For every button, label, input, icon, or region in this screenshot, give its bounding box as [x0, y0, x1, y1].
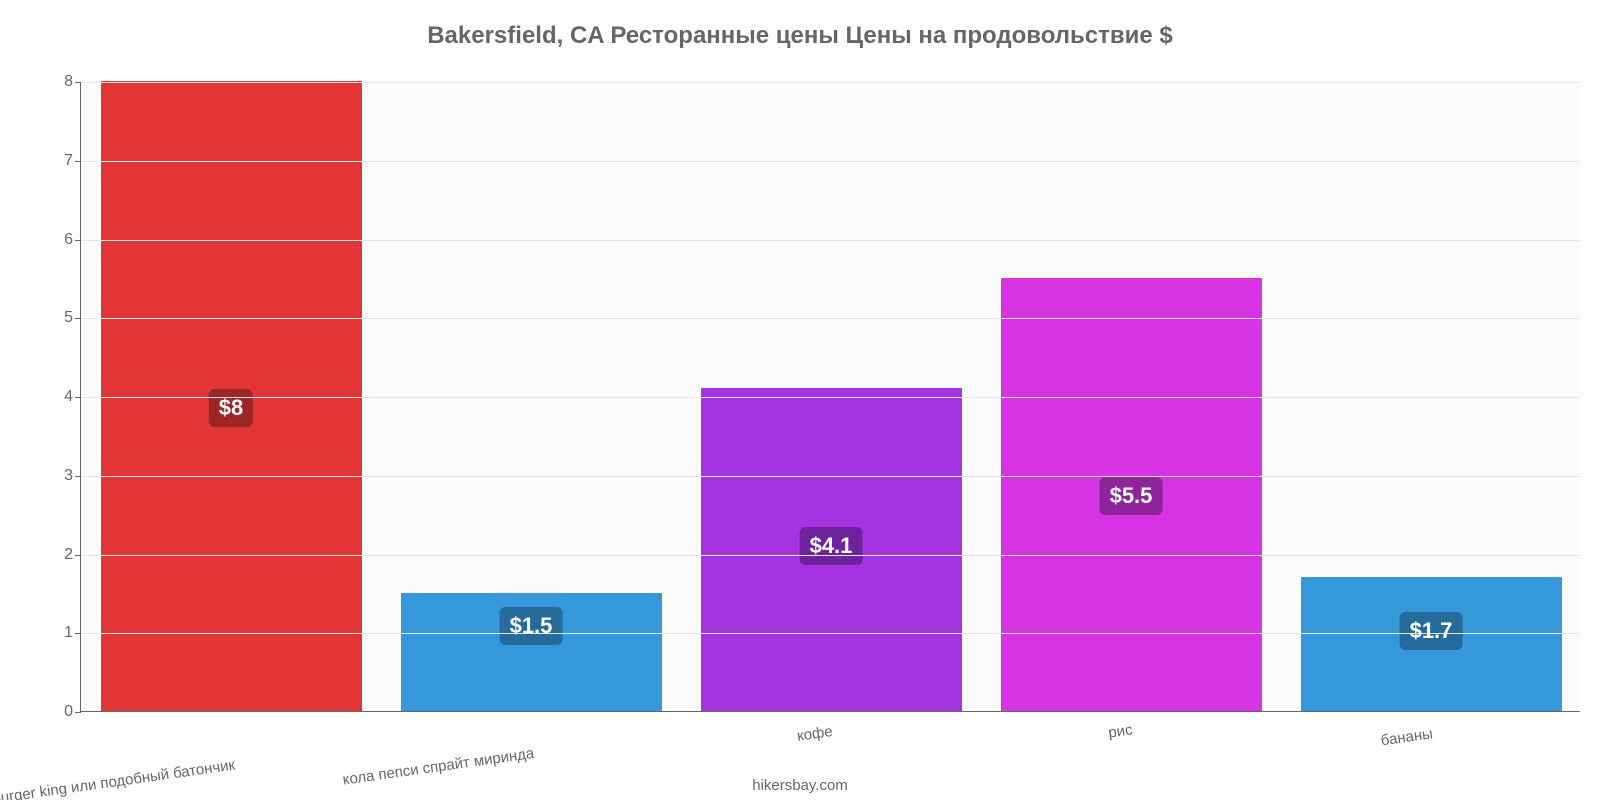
y-tick-mark	[75, 240, 81, 241]
grid-line	[81, 633, 1580, 634]
value-badge: $1.5	[500, 607, 563, 645]
grid-line	[81, 476, 1580, 477]
y-tick-mark	[75, 555, 81, 556]
grid-line	[81, 318, 1580, 319]
bar: $5.5	[1001, 278, 1262, 711]
grid-line	[81, 161, 1580, 162]
grid-line	[81, 82, 1580, 83]
y-tick-mark	[75, 633, 81, 634]
y-tick-label: 6	[41, 231, 73, 249]
y-tick-label: 5	[41, 309, 73, 327]
grid-line	[81, 555, 1580, 556]
y-tick-label: 1	[41, 624, 73, 642]
x-tick-label: бананы	[1380, 725, 1434, 749]
chart-title: Bakersfield, CA Ресторанные цены Цены на…	[0, 22, 1600, 50]
y-tick-mark	[75, 476, 81, 477]
x-tick-label: рис	[1107, 721, 1133, 741]
grid-line	[81, 397, 1580, 398]
y-tick-label: 8	[41, 73, 73, 91]
y-tick-mark	[75, 712, 81, 713]
price-chart: Bakersfield, CA Ресторанные цены Цены на…	[0, 0, 1600, 800]
y-tick-mark	[75, 397, 81, 398]
y-tick-label: 0	[41, 703, 73, 721]
value-badge: $4.1	[800, 527, 863, 565]
value-badge: $1.7	[1400, 612, 1463, 650]
y-tick-mark	[75, 161, 81, 162]
bar: $4.1	[701, 388, 962, 711]
grid-line	[81, 240, 1580, 241]
bar: $8	[101, 81, 362, 711]
y-tick-label: 3	[41, 467, 73, 485]
x-tick-label: кофе	[796, 723, 834, 745]
y-tick-mark	[75, 318, 81, 319]
bar: $1.7	[1301, 577, 1562, 711]
y-tick-label: 7	[41, 152, 73, 170]
y-tick-mark	[75, 82, 81, 83]
attribution-label: hikersbay.com	[0, 777, 1600, 794]
bar: $1.5	[401, 593, 662, 711]
value-badge: $8	[209, 389, 253, 427]
plot-area: $8$1.5$4.1$5.5$1.7 012345678mac burger k…	[80, 82, 1580, 712]
y-tick-label: 2	[41, 546, 73, 564]
y-tick-label: 4	[41, 388, 73, 406]
value-badge: $5.5	[1100, 477, 1163, 515]
